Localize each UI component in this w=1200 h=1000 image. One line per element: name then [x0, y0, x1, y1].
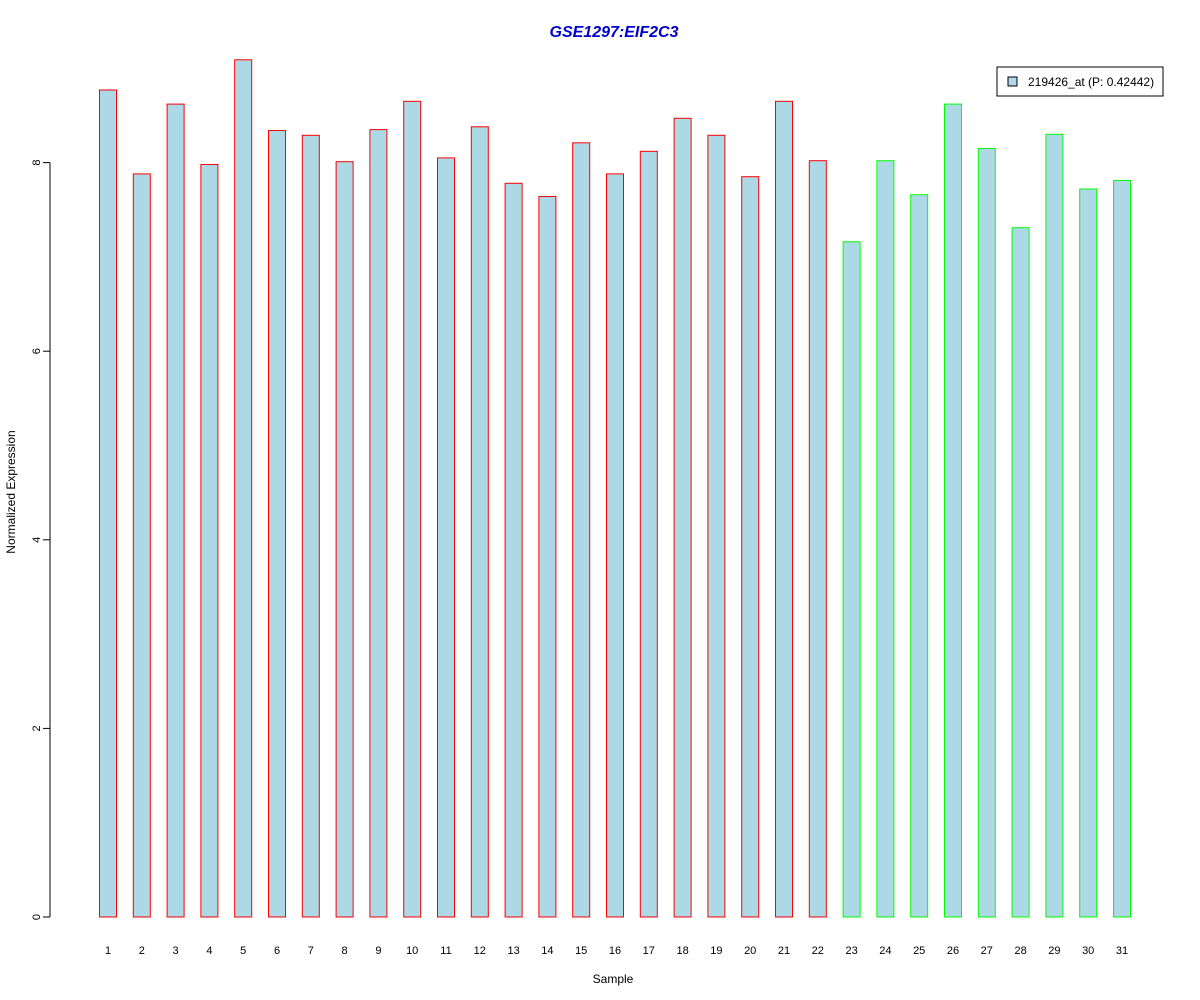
x-tick-label: 4	[206, 945, 212, 957]
x-tick-label: 2	[139, 945, 145, 957]
y-tick-label: 4	[31, 537, 43, 543]
bar-sample-5	[234, 59, 253, 918]
bar-sample-29	[1045, 133, 1064, 918]
x-tick-label: 22	[812, 945, 824, 957]
bar-sample-25	[910, 194, 929, 918]
x-tick-label: 18	[676, 945, 688, 957]
x-tick-label: 8	[342, 945, 348, 957]
y-tick-label: 8	[31, 160, 43, 166]
x-axis-label: Sample	[593, 972, 634, 986]
bar-sample-13	[504, 182, 523, 918]
x-tick-label: 16	[609, 945, 621, 957]
x-tick-label: 24	[879, 945, 891, 957]
x-tick-label: 6	[274, 945, 280, 957]
bar-sample-14	[538, 196, 557, 918]
bar-sample-22	[808, 160, 827, 918]
x-tick-label: 29	[1048, 945, 1060, 957]
bar-sample-31	[1113, 180, 1131, 918]
bar-sample-24	[876, 160, 895, 918]
x-tick-label: 19	[710, 945, 722, 957]
bar-sample-19	[707, 134, 726, 918]
bar-sample-1	[99, 89, 117, 918]
x-tick-label: 10	[406, 945, 418, 957]
y-axis-label: Normalized Expression	[4, 430, 18, 553]
bar-sample-9	[369, 129, 388, 918]
x-tick-label: 30	[1082, 945, 1094, 957]
bar-sample-26	[944, 103, 962, 918]
bar-sample-4	[200, 164, 219, 918]
bars	[99, 59, 1131, 918]
bar-sample-12	[470, 126, 489, 918]
x-tick-label: 1	[105, 945, 111, 957]
x-tick-label: 26	[947, 945, 959, 957]
bar-sample-11	[437, 157, 455, 918]
bar-sample-20	[741, 176, 760, 918]
bar-sample-27	[977, 148, 996, 918]
bar-sample-6	[268, 130, 286, 918]
x-tick-label: 27	[981, 945, 993, 957]
bar-sample-28	[1011, 227, 1030, 918]
bar-sample-3	[166, 103, 185, 918]
x-tick-label: 12	[474, 945, 486, 957]
x-axis-tick-labels: 1 2 3 4 5 6 7 8 9 10 11 12 13 14 15 16 17 18 19 20 21 22 23 24 2…	[105, 945, 1128, 957]
x-tick-label: 15	[575, 945, 587, 957]
x-tick-label: 21	[778, 945, 790, 957]
x-tick-label: 31	[1116, 945, 1128, 957]
x-tick-label: 28	[1014, 945, 1026, 957]
legend-box	[996, 66, 1164, 97]
bar-sample-10	[403, 100, 422, 918]
bar-sample-15	[572, 142, 591, 918]
bar-sample-2	[132, 173, 151, 918]
x-tick-label: 7	[308, 945, 314, 957]
bar-sample-17	[639, 150, 658, 918]
legend-label: 219426_at (P: 0.42442)	[1028, 75, 1154, 89]
x-tick-label: 13	[507, 945, 519, 957]
x-tick-label: 23	[845, 945, 857, 957]
y-tick-label: 6	[31, 348, 43, 354]
y-tick-label: 0	[31, 914, 43, 920]
x-tick-label: 20	[744, 945, 756, 957]
bar-sample-16	[606, 173, 624, 918]
bar-sample-8	[335, 161, 354, 918]
legend: 219426_at (P: 0.42442)	[996, 66, 1164, 97]
bar-sample-30	[1079, 188, 1098, 918]
bar-sample-7	[301, 134, 320, 918]
x-tick-label: 9	[375, 945, 381, 957]
bar-sample-18	[673, 117, 692, 918]
x-tick-label: 3	[173, 945, 179, 957]
y-tick-label: 2	[31, 725, 43, 731]
x-tick-label: 25	[913, 945, 925, 957]
bar-sample-21	[775, 100, 793, 918]
x-tick-label: 5	[240, 945, 246, 957]
x-tick-label: 14	[541, 945, 553, 957]
y-axis-ticks: 0 2 4 6 8	[31, 160, 50, 920]
x-tick-label: 17	[643, 945, 655, 957]
x-tick-label: 11	[440, 945, 451, 957]
chart-title: GSE1297:EIF2C3	[550, 24, 679, 41]
legend-swatch	[1007, 76, 1018, 87]
bar-sample-23	[842, 241, 861, 918]
